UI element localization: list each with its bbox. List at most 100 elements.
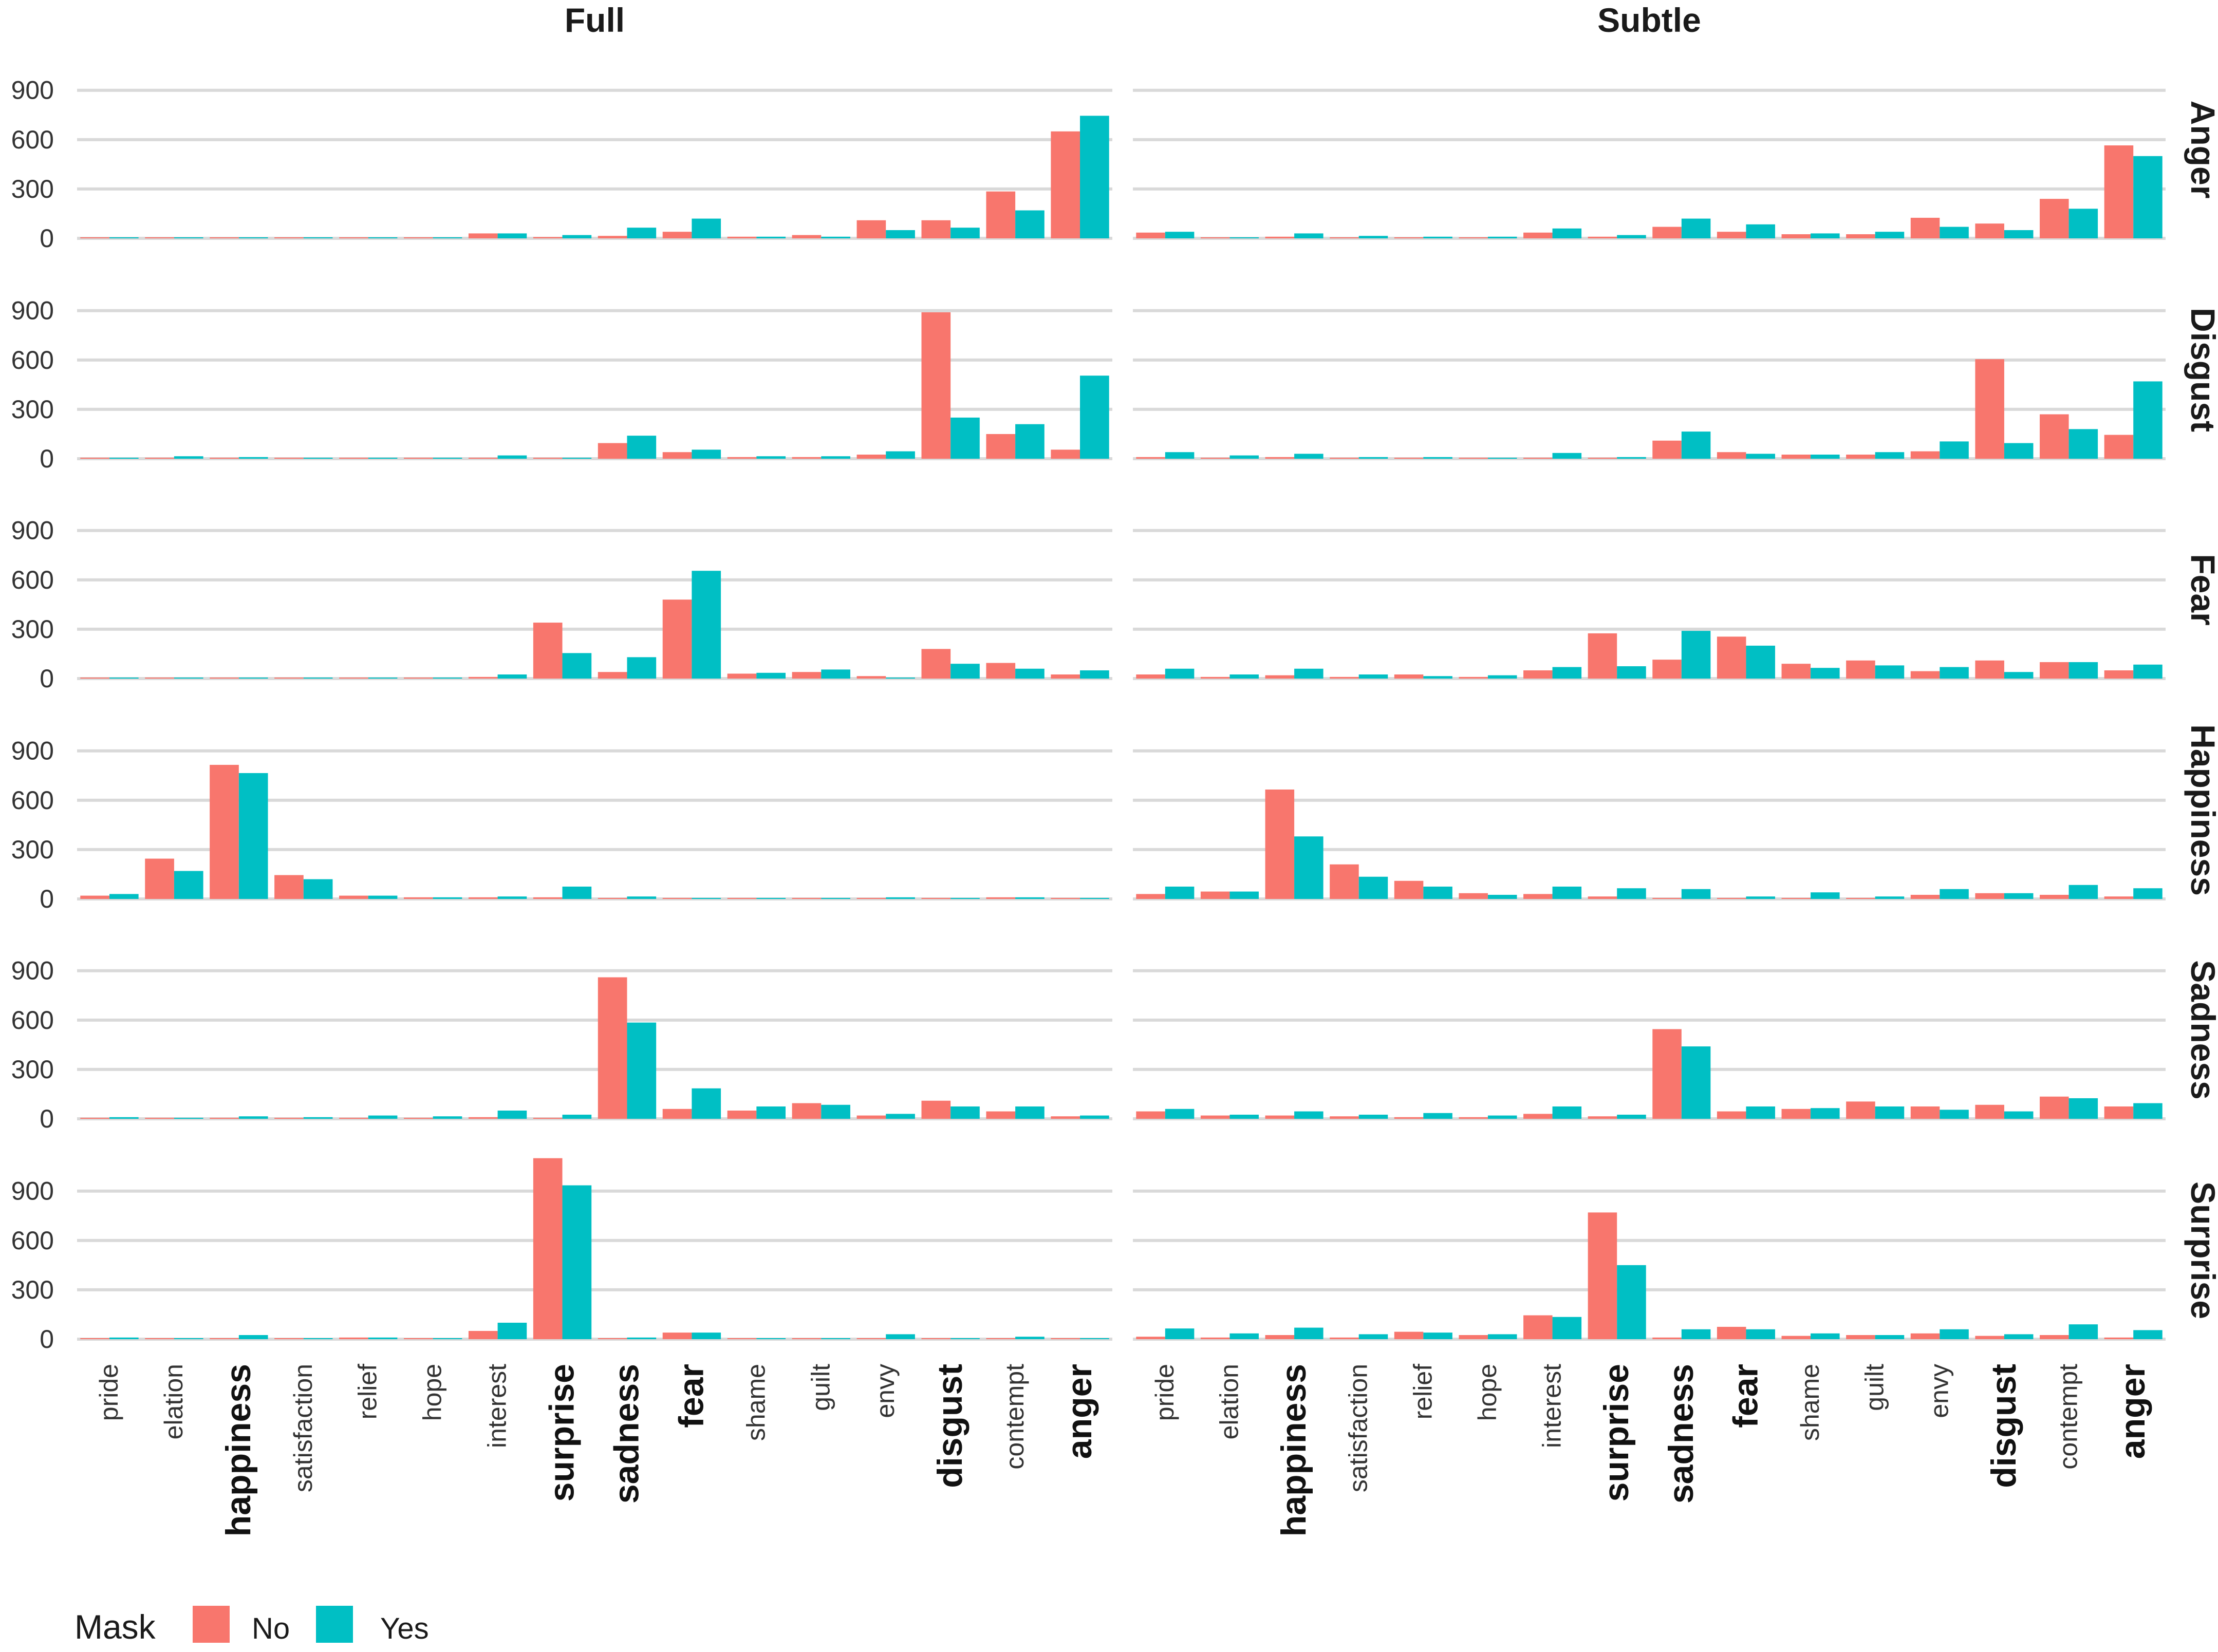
bar-full-fear-hope-no (403, 678, 433, 679)
bar-full-fear-elation-no (145, 678, 174, 679)
bar-full-disgust-guilt-no (792, 457, 822, 459)
bar-full-disgust-contempt-yes (1015, 424, 1045, 459)
bar-full-disgust-hope-yes (433, 458, 462, 459)
bar-subtle-disgust-shame-no (1781, 454, 1811, 459)
bar-subtle-fear-elation-yes (1229, 674, 1259, 679)
bar-subtle-sadness-hope-yes (1487, 1115, 1517, 1119)
bar-full-anger-interest-no (468, 233, 498, 238)
x-tick-label-envy: envy (1925, 1364, 1953, 1418)
bar-subtle-anger-pride-yes (1165, 232, 1195, 238)
x-tick-label-sadness: sadness (1662, 1364, 1701, 1504)
bar-full-disgust-interest-no (468, 458, 498, 459)
y-tick-label: 600 (11, 1226, 54, 1255)
x-tick-label-satisfaction: satisfaction (1344, 1364, 1373, 1492)
y-tick-label: 300 (11, 615, 54, 644)
bar-subtle-happiness-fear-no (1717, 898, 1746, 899)
bar-subtle-anger-happiness-no (1265, 236, 1295, 238)
bar-subtle-happiness-satisfaction-yes (1358, 876, 1388, 899)
bar-subtle-sadness-interest-no (1523, 1114, 1553, 1119)
y-tick-label: 600 (11, 346, 54, 374)
labels-layer: Full Subtle Anger 0 300 600 900 Disgust 0 300 600 9… (11, 1, 2218, 1646)
bar-full-fear-guilt-no (792, 672, 822, 679)
bar-subtle-disgust-envy-no (1910, 451, 1940, 459)
bar-subtle-sadness-fear-no (1717, 1111, 1746, 1119)
bar-subtle-disgust-surprise-no (1588, 458, 1617, 459)
x-tick-label-surprise: surprise (1597, 1364, 1636, 1501)
y-tick-label: 600 (11, 1006, 54, 1035)
bar-subtle-disgust-shame-yes (1811, 454, 1840, 459)
bar-full-fear-shame-no (727, 673, 757, 679)
bar-full-sadness-sadness-yes (627, 1022, 657, 1119)
bar-full-anger-disgust-no (921, 220, 951, 238)
bars-layer (80, 116, 2163, 1339)
bar-subtle-disgust-guilt-no (1846, 454, 1875, 459)
x-tick-label-contempt: contempt (1000, 1364, 1029, 1470)
bar-subtle-anger-surprise-yes (1617, 235, 1646, 238)
bar-subtle-disgust-pride-yes (1165, 452, 1195, 459)
x-tick-label-surprise: surprise (543, 1364, 582, 1501)
bar-subtle-sadness-guilt-no (1846, 1101, 1875, 1119)
bar-full-fear-fear-yes (692, 571, 721, 679)
bar-subtle-happiness-anger-yes (2133, 888, 2163, 899)
bar-full-happiness-pride-yes (109, 894, 139, 899)
bar-full-fear-pride-yes (109, 678, 139, 679)
bar-subtle-surprise-contempt-yes (2068, 1324, 2098, 1339)
y-tick-label: 300 (11, 175, 54, 203)
bar-subtle-disgust-disgust-yes (2004, 443, 2034, 459)
bar-full-disgust-pride-no (80, 458, 109, 459)
bar-subtle-anger-fear-no (1717, 232, 1746, 238)
bar-full-sadness-sadness-no (598, 977, 627, 1119)
bar-full-surprise-pride-yes (109, 1337, 139, 1339)
bar-subtle-disgust-fear-no (1717, 452, 1746, 459)
bar-subtle-anger-contempt-yes (2068, 209, 2098, 238)
bar-full-surprise-shame-no (727, 1338, 757, 1339)
bar-full-disgust-fear-no (662, 452, 692, 459)
bar-subtle-fear-fear-no (1717, 636, 1746, 679)
bar-subtle-fear-pride-no (1136, 674, 1165, 679)
bar-full-anger-elation-yes (174, 237, 203, 238)
bar-subtle-disgust-satisfaction-yes (1358, 457, 1388, 459)
bar-full-sadness-relief-no (339, 1118, 368, 1119)
bar-subtle-disgust-satisfaction-no (1330, 458, 1359, 459)
bar-subtle-happiness-disgust-no (1975, 893, 2004, 899)
bar-subtle-surprise-relief-yes (1423, 1332, 1452, 1339)
bar-full-anger-fear-no (662, 232, 692, 238)
bar-full-happiness-envy-no (856, 898, 886, 899)
bar-full-fear-envy-yes (886, 678, 915, 679)
bar-subtle-surprise-interest-yes (1552, 1317, 1582, 1339)
bar-subtle-sadness-disgust-yes (2004, 1111, 2034, 1119)
bar-subtle-sadness-anger-yes (2133, 1103, 2163, 1119)
bar-full-happiness-interest-no (468, 897, 498, 899)
bar-full-anger-hope-no (403, 237, 433, 238)
bar-subtle-anger-relief-no (1394, 237, 1424, 238)
bar-subtle-fear-contempt-no (2040, 662, 2069, 679)
bar-subtle-disgust-happiness-yes (1294, 454, 1324, 459)
bar-subtle-fear-hope-yes (1487, 675, 1517, 679)
bar-subtle-sadness-pride-yes (1165, 1109, 1195, 1119)
bar-full-fear-contempt-no (986, 663, 1016, 679)
x-tick-label-happiness: happiness (1274, 1364, 1313, 1536)
bar-full-anger-shame-yes (756, 236, 786, 238)
bar-subtle-anger-satisfaction-no (1330, 237, 1359, 238)
bar-subtle-surprise-satisfaction-yes (1358, 1334, 1388, 1339)
bar-full-surprise-envy-yes (886, 1334, 915, 1339)
bar-full-fear-pride-no (80, 678, 109, 679)
bar-full-sadness-happiness-yes (238, 1116, 268, 1119)
bar-full-disgust-shame-no (727, 457, 757, 459)
x-tick-label-pride: pride (95, 1364, 123, 1421)
bar-full-surprise-shame-yes (756, 1338, 786, 1339)
bar-full-surprise-contempt-no (986, 1338, 1016, 1339)
bar-subtle-fear-surprise-yes (1617, 666, 1646, 679)
y-tick-label: 900 (11, 737, 54, 765)
bar-full-sadness-anger-yes (1080, 1115, 1109, 1119)
bar-subtle-happiness-pride-no (1136, 894, 1165, 899)
bar-full-surprise-satisfaction-no (274, 1338, 304, 1339)
bar-subtle-sadness-contempt-no (2040, 1096, 2069, 1119)
bar-subtle-sadness-envy-yes (1940, 1110, 1969, 1119)
bar-subtle-fear-shame-yes (1811, 668, 1840, 679)
bar-subtle-disgust-guilt-yes (1875, 452, 1905, 459)
bar-subtle-anger-disgust-no (1975, 223, 2004, 238)
x-tick-label-guilt: guilt (806, 1364, 835, 1411)
bar-full-sadness-shame-yes (756, 1106, 786, 1119)
bar-subtle-surprise-shame-yes (1811, 1333, 1840, 1339)
